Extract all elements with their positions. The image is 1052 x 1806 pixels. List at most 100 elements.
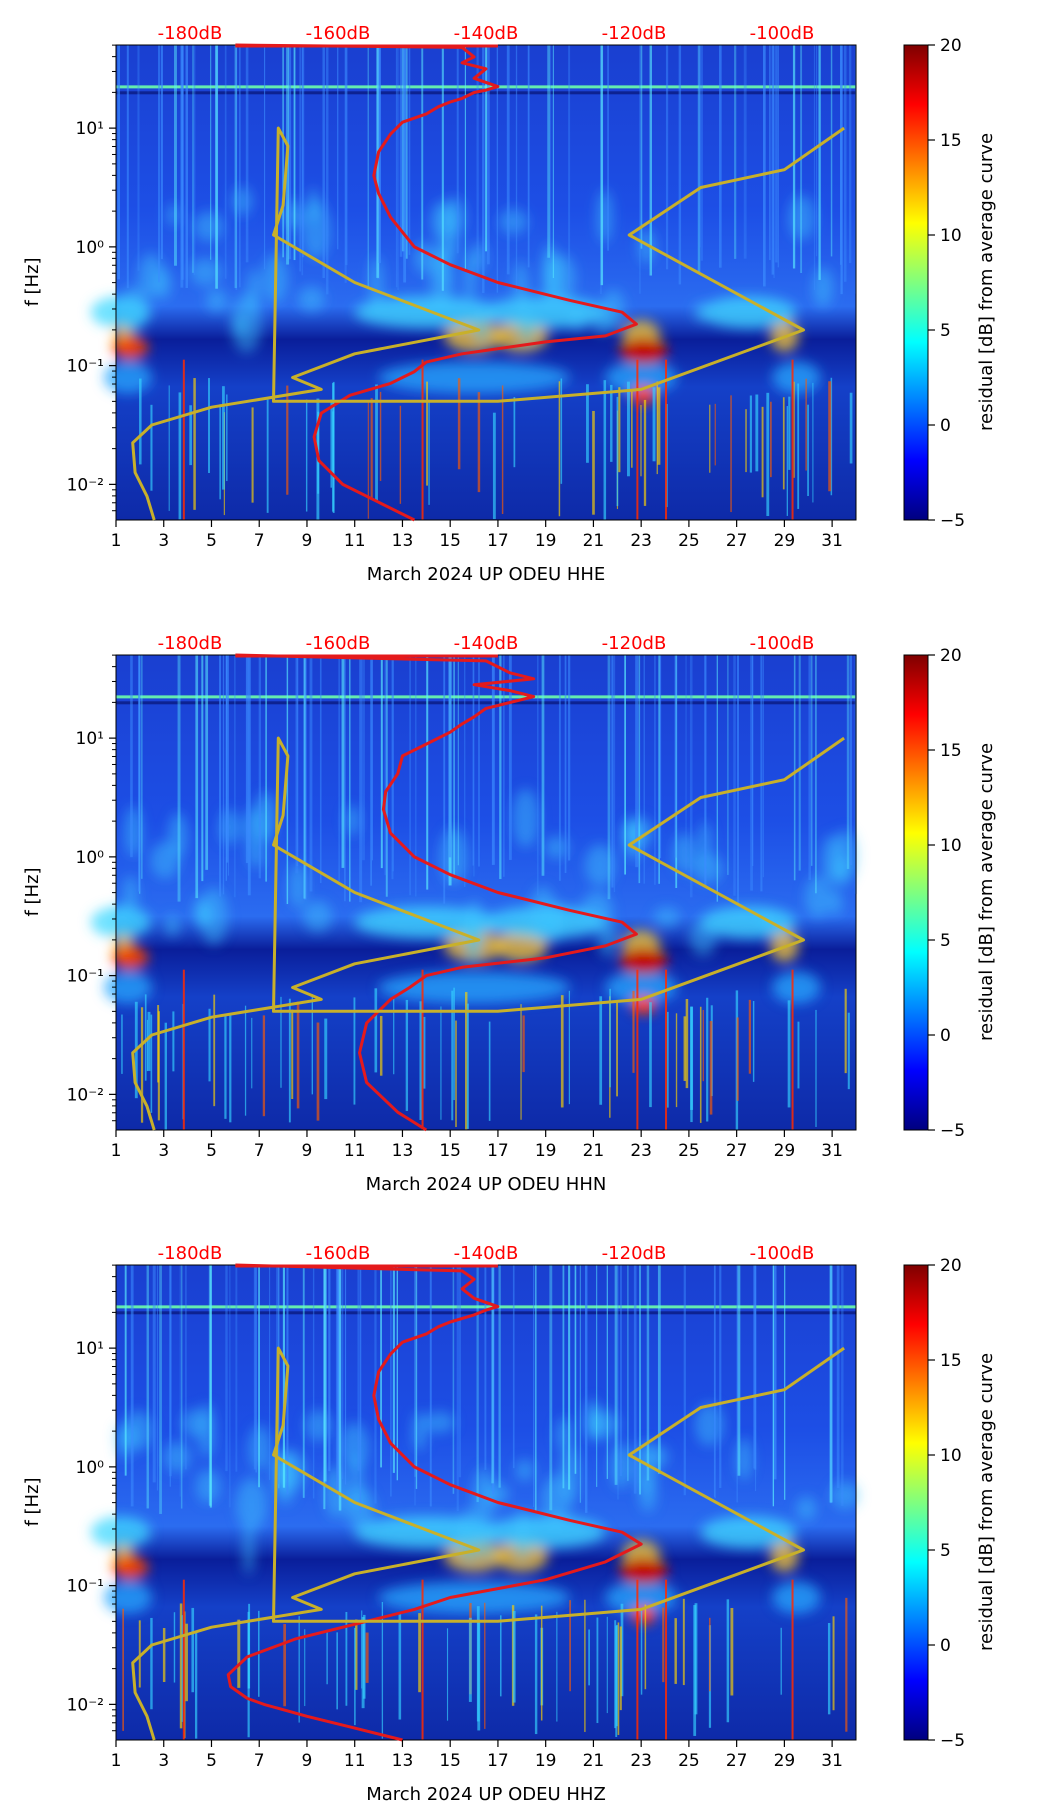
x-tick-label: 19: [535, 1751, 557, 1771]
colorbar-tick-label: 15: [940, 1351, 962, 1371]
colorbar-tick-label: 20: [940, 36, 962, 56]
top-db-label: -100dB: [750, 633, 815, 654]
x-tick-label: 25: [678, 1751, 700, 1771]
top-db-label: -100dB: [750, 23, 815, 44]
colorbar-tick-label: 20: [940, 1256, 962, 1276]
top-db-label: -160dB: [306, 633, 371, 654]
top-db-label: -120dB: [602, 1243, 667, 1264]
x-tick-label: 31: [821, 1751, 843, 1771]
top-axis-ticks: -180dB -160dB -140dB -120dB -100dB: [158, 633, 815, 654]
y-tick-label: 10⁰: [76, 238, 105, 258]
x-tick-label: 29: [774, 1751, 796, 1771]
y-axis-ticks: 10⁻² 10⁻¹ 10⁰ 10¹: [67, 654, 116, 1122]
x-axis-ticks: 1 3 5 7 9 11 13 15 17 19 21 23 25 27 29 31: [111, 520, 843, 551]
x-tick-label: 15: [439, 531, 461, 551]
y-tick-label: 10⁻¹: [67, 1577, 104, 1597]
x-tick-label: 19: [535, 1141, 557, 1161]
x-tick-label: 7: [254, 531, 265, 551]
x-tick-label: 29: [774, 1141, 796, 1161]
colorbar-label: residual [dB] from average curve: [976, 743, 997, 1041]
x-tick-label: 17: [487, 531, 509, 551]
x-tick-label: 31: [821, 531, 843, 551]
x-tick-label: 31: [821, 1141, 843, 1161]
heatmap-area: [90, 44, 857, 521]
x-tick-label: 23: [630, 1141, 652, 1161]
average-curve: [226, 1263, 643, 1742]
noise-model-curve: [131, 1346, 845, 1741]
top-db-label: -140dB: [454, 1243, 519, 1264]
y-tick-label: 10⁻²: [67, 1695, 104, 1715]
noise-model-curve: [131, 126, 845, 521]
colorbar: 20 15 10 5 0 −5 residual [dB] from average cu…: [903, 36, 997, 531]
colorbar-tick-label: 5: [940, 321, 951, 341]
x-tick-label: 9: [302, 1141, 313, 1161]
top-db-label: -160dB: [306, 1243, 371, 1264]
y-tick-label: 10⁰: [76, 848, 105, 868]
x-axis-ticks: 1 3 5 7 9 11 13 15 17 19 21 23 25 27 29 31: [111, 1740, 843, 1771]
x-tick-label: 5: [206, 1751, 217, 1771]
top-db-label: -180dB: [158, 633, 223, 654]
x-tick-label: 25: [678, 531, 700, 551]
average-curve: [235, 43, 638, 522]
y-tick-label: 10⁰: [76, 1458, 105, 1478]
y-axis-label: f [Hz]: [22, 867, 43, 916]
x-tick-label: 7: [254, 1751, 265, 1771]
x-tick-label: 11: [344, 1751, 366, 1771]
y-axis-ticks: 10⁻² 10⁻¹ 10⁰ 10¹: [67, 1264, 116, 1732]
x-tick-label: 15: [439, 1751, 461, 1771]
top-db-label: -180dB: [158, 1243, 223, 1264]
x-tick-label: 7: [254, 1141, 265, 1161]
x-tick-label: 23: [630, 531, 652, 551]
x-tick-label: 23: [630, 1751, 652, 1771]
colorbar-tick-label: 0: [940, 1636, 951, 1656]
x-tick-label: 5: [206, 1141, 217, 1161]
x-tick-label: 1: [111, 1751, 122, 1771]
spectrogram-panel-hhz: 1 3 5 7 9 11 13 15 17 19 21 23 25 27 29 31 10⁻²10⁻¹10⁰1…: [22, 1243, 997, 1805]
top-axis-ticks: -180dB -160dB -140dB -120dB -100dB: [158, 1243, 815, 1264]
x-tick-label: 27: [726, 1141, 748, 1161]
y-tick-label: 10⁻¹: [67, 357, 104, 377]
colorbar-ticks: 20 15 10 5 0 −5: [928, 646, 965, 1141]
top-db-label: -160dB: [306, 23, 371, 44]
x-tick-label: 19: [535, 531, 557, 551]
colorbar-tick-label: 10: [940, 226, 962, 246]
x-tick-label: 21: [583, 531, 605, 551]
series-layer: [131, 653, 845, 1132]
x-axis-label: March 2024 UP ODEU HHN: [366, 1174, 607, 1195]
y-axis-ticks: 10⁻² 10⁻¹ 10⁰ 10¹: [67, 44, 116, 512]
x-tick-label: 15: [439, 1141, 461, 1161]
colorbar-tick-label: −5: [940, 1121, 965, 1141]
colorbar-tick-label: 0: [940, 416, 951, 436]
x-tick-label: 11: [344, 531, 366, 551]
colorbar-tick-label: 15: [940, 741, 962, 761]
x-tick-label: 1: [111, 531, 122, 551]
x-tick-label: 5: [206, 531, 217, 551]
colorbar-tick-label: 10: [940, 1446, 962, 1466]
y-axis-label: f [Hz]: [22, 257, 43, 306]
heatmap-area: [90, 654, 858, 1131]
x-tick-label: 25: [678, 1141, 700, 1161]
x-axis-label: March 2024 UP ODEU HHE: [367, 564, 606, 585]
colorbar-tick-label: 10: [940, 836, 962, 856]
x-axis-ticks: 1 3 5 7 9 11 13 15 17 19 21 23 25 27 29 31: [111, 1130, 843, 1161]
colorbar-tick-label: 0: [940, 1026, 951, 1046]
colorbar-ticks: 20 15 10 5 0 −5: [928, 1256, 965, 1751]
spectrogram-panel-hhe: 1 3 5 7 9 11 13 15 17 19 21 23 25 27 29 31 10⁻²10⁻¹10⁰1…: [22, 23, 997, 585]
x-tick-label: 3: [158, 1751, 169, 1771]
colorbar-tick-label: 5: [940, 1541, 951, 1561]
colorbar: 20 15 10 5 0 −5 residual [dB] from average cu…: [903, 1256, 997, 1751]
y-tick-label: 10⁻¹: [67, 967, 104, 987]
heatmap-area: [90, 1264, 860, 1741]
y-tick-label: 10⁻²: [67, 475, 104, 495]
average-curve: [235, 653, 638, 1132]
x-tick-label: 29: [774, 531, 796, 551]
top-db-label: -180dB: [158, 23, 223, 44]
colorbar-ticks: 20 15 10 5 0 −5: [928, 36, 965, 531]
top-db-label: -140dB: [454, 633, 519, 654]
x-tick-label: 27: [726, 1751, 748, 1771]
colorbar-tick-label: 20: [940, 646, 962, 666]
x-tick-label: 21: [583, 1751, 605, 1771]
x-tick-label: 17: [487, 1751, 509, 1771]
x-axis-label: March 2024 UP ODEU HHZ: [366, 1784, 606, 1805]
